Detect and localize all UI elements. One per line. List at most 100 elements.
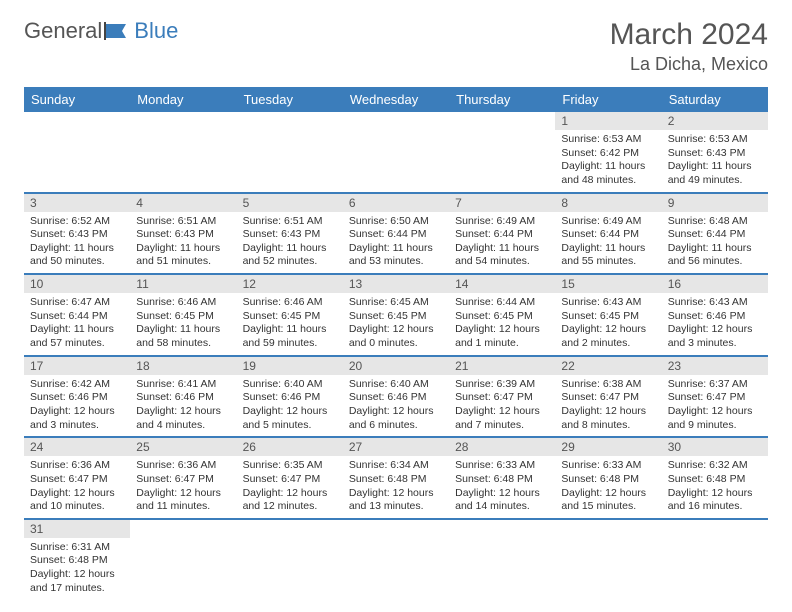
day-content: Sunrise: 6:40 AMSunset: 6:46 PMDaylight:… (343, 375, 449, 437)
day-content: Sunrise: 6:40 AMSunset: 6:46 PMDaylight:… (237, 375, 343, 437)
calendar-cell: 20Sunrise: 6:40 AMSunset: 6:46 PMDayligh… (343, 356, 449, 438)
day-number: 2 (662, 112, 768, 130)
day-number: 8 (555, 194, 661, 212)
calendar-cell: 4Sunrise: 6:51 AMSunset: 6:43 PMDaylight… (130, 193, 236, 275)
day-content: Sunrise: 6:31 AMSunset: 6:48 PMDaylight:… (24, 538, 130, 600)
day-content: Sunrise: 6:44 AMSunset: 6:45 PMDaylight:… (449, 293, 555, 355)
weekday-header: Tuesday (237, 87, 343, 112)
day-content: Sunrise: 6:46 AMSunset: 6:45 PMDaylight:… (237, 293, 343, 355)
day-content: Sunrise: 6:53 AMSunset: 6:43 PMDaylight:… (662, 130, 768, 192)
day-content: Sunrise: 6:33 AMSunset: 6:48 PMDaylight:… (555, 456, 661, 518)
day-content: Sunrise: 6:45 AMSunset: 6:45 PMDaylight:… (343, 293, 449, 355)
calendar-cell: 12Sunrise: 6:46 AMSunset: 6:45 PMDayligh… (237, 274, 343, 356)
calendar-cell: 28Sunrise: 6:33 AMSunset: 6:48 PMDayligh… (449, 437, 555, 519)
day-content: Sunrise: 6:36 AMSunset: 6:47 PMDaylight:… (130, 456, 236, 518)
calendar-cell (130, 112, 236, 193)
brand-part1: General (24, 18, 102, 44)
brand-logo: General Blue (24, 18, 178, 44)
calendar-cell: 9Sunrise: 6:48 AMSunset: 6:44 PMDaylight… (662, 193, 768, 275)
day-number: 14 (449, 275, 555, 293)
calendar-cell: 26Sunrise: 6:35 AMSunset: 6:47 PMDayligh… (237, 437, 343, 519)
day-number: 4 (130, 194, 236, 212)
day-content: Sunrise: 6:50 AMSunset: 6:44 PMDaylight:… (343, 212, 449, 274)
day-number: 15 (555, 275, 661, 293)
calendar-head: SundayMondayTuesdayWednesdayThursdayFrid… (24, 87, 768, 112)
day-content: Sunrise: 6:33 AMSunset: 6:48 PMDaylight:… (449, 456, 555, 518)
day-content: Sunrise: 6:38 AMSunset: 6:47 PMDaylight:… (555, 375, 661, 437)
day-number: 11 (130, 275, 236, 293)
calendar-cell: 24Sunrise: 6:36 AMSunset: 6:47 PMDayligh… (24, 437, 130, 519)
calendar-cell: 23Sunrise: 6:37 AMSunset: 6:47 PMDayligh… (662, 356, 768, 438)
calendar-row: 24Sunrise: 6:36 AMSunset: 6:47 PMDayligh… (24, 437, 768, 519)
day-content: Sunrise: 6:46 AMSunset: 6:45 PMDaylight:… (130, 293, 236, 355)
day-content: Sunrise: 6:43 AMSunset: 6:46 PMDaylight:… (662, 293, 768, 355)
day-number: 12 (237, 275, 343, 293)
day-number: 20 (343, 357, 449, 375)
day-number: 23 (662, 357, 768, 375)
day-number: 29 (555, 438, 661, 456)
calendar-body: 1Sunrise: 6:53 AMSunset: 6:42 PMDaylight… (24, 112, 768, 599)
day-number: 1 (555, 112, 661, 130)
weekday-header: Saturday (662, 87, 768, 112)
day-content: Sunrise: 6:37 AMSunset: 6:47 PMDaylight:… (662, 375, 768, 437)
day-number: 3 (24, 194, 130, 212)
day-number: 16 (662, 275, 768, 293)
day-content: Sunrise: 6:43 AMSunset: 6:45 PMDaylight:… (555, 293, 661, 355)
calendar-cell: 19Sunrise: 6:40 AMSunset: 6:46 PMDayligh… (237, 356, 343, 438)
day-content: Sunrise: 6:53 AMSunset: 6:42 PMDaylight:… (555, 130, 661, 192)
calendar-cell (449, 519, 555, 600)
weekday-header: Wednesday (343, 87, 449, 112)
day-number: 7 (449, 194, 555, 212)
day-number: 13 (343, 275, 449, 293)
day-content: Sunrise: 6:39 AMSunset: 6:47 PMDaylight:… (449, 375, 555, 437)
calendar-row: 1Sunrise: 6:53 AMSunset: 6:42 PMDaylight… (24, 112, 768, 193)
calendar-cell: 3Sunrise: 6:52 AMSunset: 6:43 PMDaylight… (24, 193, 130, 275)
calendar-cell (343, 519, 449, 600)
day-number: 17 (24, 357, 130, 375)
day-content: Sunrise: 6:35 AMSunset: 6:47 PMDaylight:… (237, 456, 343, 518)
calendar-table: SundayMondayTuesdayWednesdayThursdayFrid… (24, 87, 768, 599)
day-number: 27 (343, 438, 449, 456)
day-number: 30 (662, 438, 768, 456)
calendar-cell: 14Sunrise: 6:44 AMSunset: 6:45 PMDayligh… (449, 274, 555, 356)
day-content: Sunrise: 6:42 AMSunset: 6:46 PMDaylight:… (24, 375, 130, 437)
day-content: Sunrise: 6:32 AMSunset: 6:48 PMDaylight:… (662, 456, 768, 518)
calendar-cell: 25Sunrise: 6:36 AMSunset: 6:47 PMDayligh… (130, 437, 236, 519)
day-number: 6 (343, 194, 449, 212)
day-number: 26 (237, 438, 343, 456)
calendar-cell: 18Sunrise: 6:41 AMSunset: 6:46 PMDayligh… (130, 356, 236, 438)
calendar-cell (555, 519, 661, 600)
day-content: Sunrise: 6:47 AMSunset: 6:44 PMDaylight:… (24, 293, 130, 355)
calendar-row: 3Sunrise: 6:52 AMSunset: 6:43 PMDaylight… (24, 193, 768, 275)
day-number: 9 (662, 194, 768, 212)
calendar-cell: 13Sunrise: 6:45 AMSunset: 6:45 PMDayligh… (343, 274, 449, 356)
calendar-cell: 15Sunrise: 6:43 AMSunset: 6:45 PMDayligh… (555, 274, 661, 356)
calendar-cell (237, 519, 343, 600)
brand-part2: Blue (134, 18, 178, 44)
day-number: 28 (449, 438, 555, 456)
day-content: Sunrise: 6:49 AMSunset: 6:44 PMDaylight:… (555, 212, 661, 274)
day-content: Sunrise: 6:51 AMSunset: 6:43 PMDaylight:… (130, 212, 236, 274)
day-number: 22 (555, 357, 661, 375)
day-content: Sunrise: 6:41 AMSunset: 6:46 PMDaylight:… (130, 375, 236, 437)
calendar-cell: 21Sunrise: 6:39 AMSunset: 6:47 PMDayligh… (449, 356, 555, 438)
calendar-cell: 29Sunrise: 6:33 AMSunset: 6:48 PMDayligh… (555, 437, 661, 519)
calendar-row: 31Sunrise: 6:31 AMSunset: 6:48 PMDayligh… (24, 519, 768, 600)
day-number: 5 (237, 194, 343, 212)
day-number: 24 (24, 438, 130, 456)
header: General Blue March 2024 La Dicha, Mexico (24, 18, 768, 75)
calendar-cell: 2Sunrise: 6:53 AMSunset: 6:43 PMDaylight… (662, 112, 768, 193)
calendar-row: 10Sunrise: 6:47 AMSunset: 6:44 PMDayligh… (24, 274, 768, 356)
calendar-cell: 30Sunrise: 6:32 AMSunset: 6:48 PMDayligh… (662, 437, 768, 519)
day-content: Sunrise: 6:34 AMSunset: 6:48 PMDaylight:… (343, 456, 449, 518)
calendar-cell: 6Sunrise: 6:50 AMSunset: 6:44 PMDaylight… (343, 193, 449, 275)
weekday-header: Monday (130, 87, 236, 112)
calendar-cell: 8Sunrise: 6:49 AMSunset: 6:44 PMDaylight… (555, 193, 661, 275)
calendar-cell: 5Sunrise: 6:51 AMSunset: 6:43 PMDaylight… (237, 193, 343, 275)
day-number: 25 (130, 438, 236, 456)
day-content: Sunrise: 6:51 AMSunset: 6:43 PMDaylight:… (237, 212, 343, 274)
weekday-header: Friday (555, 87, 661, 112)
day-number: 31 (24, 520, 130, 538)
day-content: Sunrise: 6:36 AMSunset: 6:47 PMDaylight:… (24, 456, 130, 518)
calendar-cell (237, 112, 343, 193)
